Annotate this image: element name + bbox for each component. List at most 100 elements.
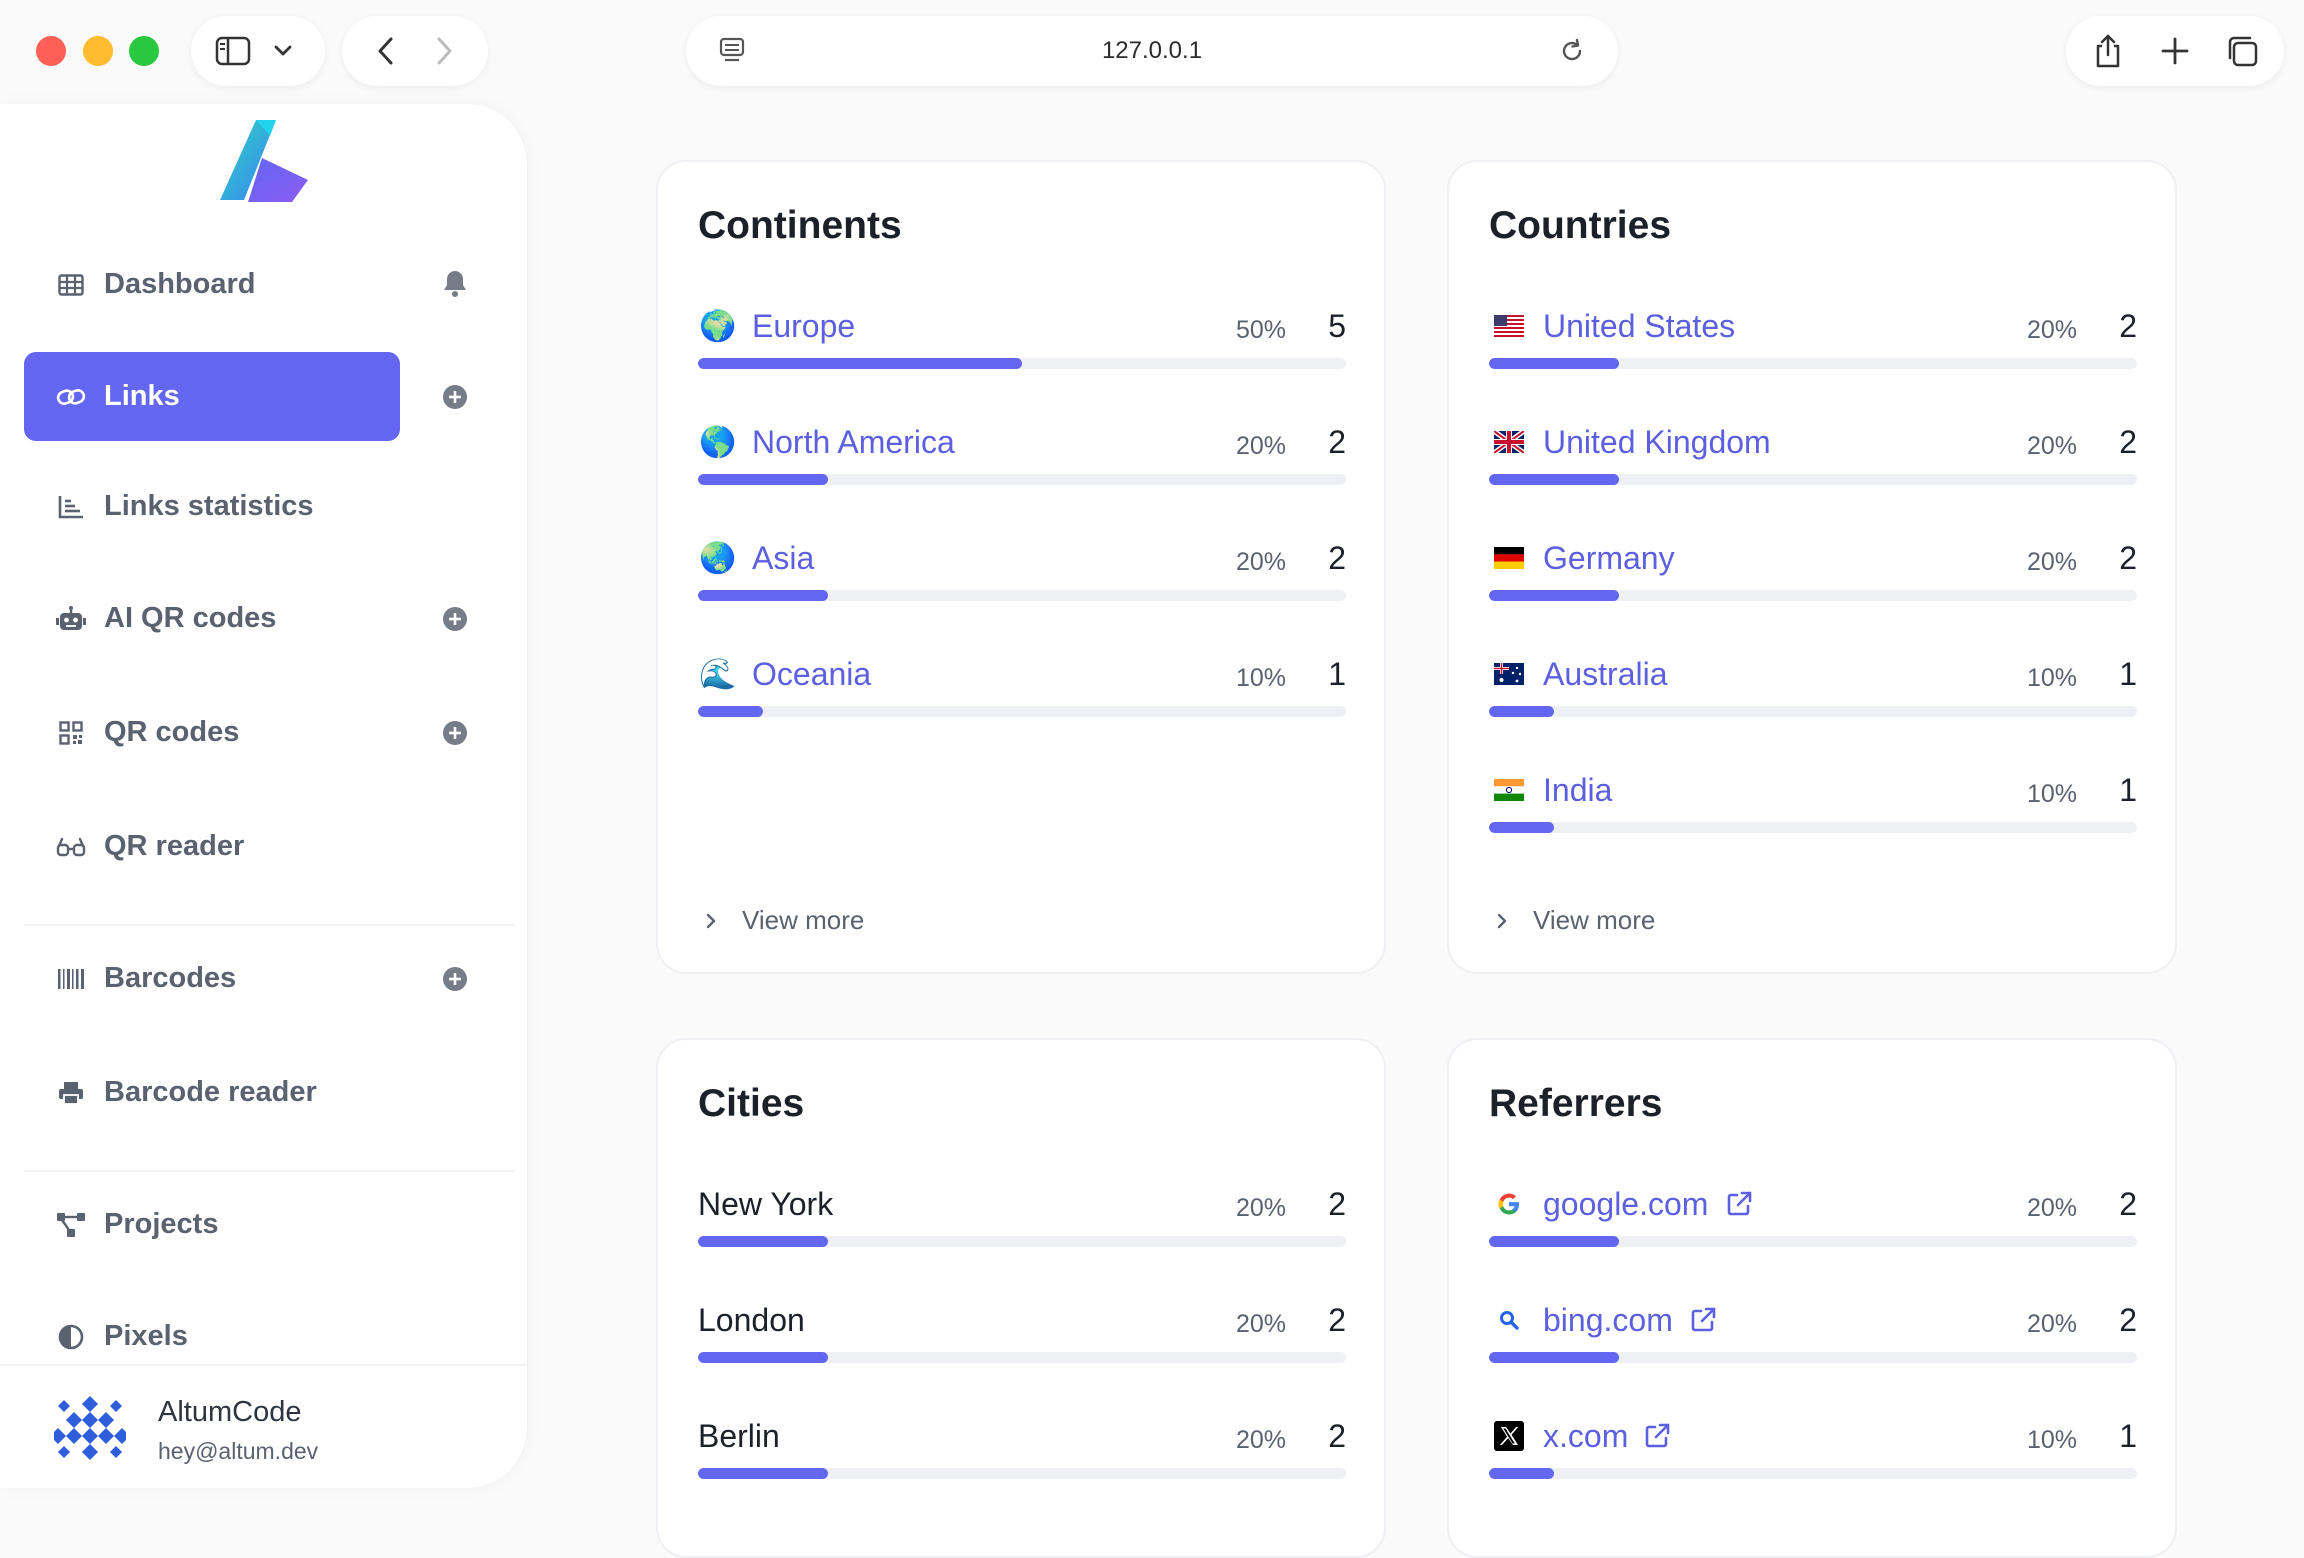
referrer-link[interactable]: bing.com (1543, 1302, 1673, 1338)
row-percentage: 10% (2026, 664, 2077, 692)
continent-link[interactable]: Europe (752, 308, 856, 344)
progress-bar-fill (698, 1468, 828, 1479)
table-icon (56, 270, 86, 300)
chevron-down-icon[interactable] (265, 33, 301, 69)
external-link-icon[interactable] (1689, 1306, 1717, 1334)
reload-icon[interactable] (1554, 33, 1590, 69)
view-more-link[interactable]: View more (702, 905, 864, 936)
country-link[interactable]: Australia (1543, 656, 1668, 692)
user-profile[interactable]: AltumCode hey@altum.dev (0, 1364, 528, 1488)
app-logo[interactable] (216, 118, 312, 204)
progress-bar (1489, 590, 2137, 601)
continent-link[interactable]: North America (752, 424, 955, 460)
sidebar-item-ai-qr-codes[interactable]: AI QR codes (24, 574, 400, 663)
continent-link[interactable]: Oceania (752, 656, 872, 692)
tab-overview-icon[interactable] (2224, 33, 2260, 69)
list-item: 🌍 Europe 50% 5 (698, 306, 1346, 386)
google-icon (1489, 1184, 1529, 1224)
sidebar-item-pixels[interactable]: Pixels (24, 1292, 400, 1381)
sidebar-item-barcodes[interactable]: Barcodes (24, 934, 400, 1023)
progress-bar-fill (1489, 1352, 1619, 1363)
sidebar-item-label: Barcode reader (104, 1076, 317, 1108)
globe-americas-icon: 🌎 (699, 425, 737, 459)
plus-circle-icon[interactable] (440, 604, 470, 634)
url-text: 127.0.0.1 (1101, 37, 1203, 64)
progress-bar-fill (1489, 822, 1554, 833)
sidebar-toggle-icon[interactable] (215, 33, 251, 69)
card-title: Countries (1489, 204, 1672, 247)
sidebar-item-projects[interactable]: Projects (24, 1180, 400, 1269)
city-name: New York (698, 1186, 834, 1222)
progress-bar (1489, 822, 2137, 833)
countries-card: Countries United States 20% 2 United Kin… (1447, 160, 2177, 974)
sidebar-item-links-statistics[interactable]: Links statistics (24, 462, 400, 551)
forward-arrow-icon[interactable] (426, 33, 462, 69)
continent-link[interactable]: Asia (752, 540, 815, 576)
printer-icon (56, 1078, 86, 1108)
sidebar-divider (24, 1170, 514, 1172)
plus-circle-icon[interactable] (440, 382, 470, 412)
chevron-right-icon (1497, 913, 1507, 928)
maximize-window-button[interactable] (129, 36, 159, 66)
sidebar-item-barcode-reader[interactable]: Barcode reader (24, 1048, 400, 1137)
row-percentage: 50% (1235, 316, 1286, 344)
browser-actions-group (2066, 16, 2284, 86)
row-count: 2 (1328, 540, 1346, 576)
progress-bar-fill (698, 358, 1022, 369)
sidebar: Dashboard Links Links statistics AI QR c… (0, 104, 528, 1488)
robot-icon (56, 604, 86, 634)
history-nav-group (342, 16, 488, 86)
plus-circle-icon[interactable] (440, 718, 470, 748)
share-icon[interactable] (2090, 33, 2126, 69)
user-email: hey@altum.dev (158, 1438, 319, 1464)
list-item: 🌏 Asia 20% 2 (698, 538, 1346, 618)
view-more-link[interactable]: View more (1493, 905, 1655, 936)
globe-europe-icon: 🌍 (699, 309, 737, 343)
progress-bar-fill (698, 1236, 828, 1247)
link-icon (56, 382, 86, 412)
chart-icon (56, 492, 86, 522)
list-item: New York 20% 2 (698, 1184, 1346, 1264)
sidebar-item-qr-codes[interactable]: QR codes (24, 688, 400, 777)
progress-bar-fill (698, 590, 828, 601)
progress-bar-fill (1489, 590, 1619, 601)
sidebar-item-label: Links (104, 380, 180, 412)
row-count: 2 (2119, 540, 2137, 576)
bell-icon[interactable] (440, 268, 470, 298)
progress-bar-fill (698, 1352, 828, 1363)
sidebar-item-label: Pixels (104, 1320, 188, 1352)
sidebar-item-label: Links statistics (104, 490, 314, 522)
list-item: 🌊 Oceania 10% 1 (698, 654, 1346, 734)
row-count: 2 (2119, 1186, 2137, 1222)
view-more-label: View more (742, 905, 865, 935)
address-bar[interactable]: 127.0.0.1 (686, 16, 1618, 86)
progress-bar (698, 358, 1346, 369)
external-link-icon[interactable] (1643, 1422, 1671, 1450)
new-tab-icon[interactable] (2157, 33, 2193, 69)
row-percentage: 20% (1235, 1310, 1286, 1338)
sidebar-item-qr-reader[interactable]: QR reader (24, 802, 400, 891)
country-link[interactable]: Germany (1543, 540, 1675, 576)
progress-bar-fill (698, 706, 763, 717)
sidebar-item-links[interactable]: Links (24, 352, 400, 441)
country-link[interactable]: United States (1543, 308, 1736, 344)
external-link-icon[interactable] (1725, 1190, 1753, 1218)
list-item: x.com 10% 1 (1489, 1416, 2137, 1496)
progress-bar (698, 474, 1346, 485)
country-link[interactable]: India (1543, 772, 1613, 808)
browser-chrome: 127.0.0.1 (0, 0, 2304, 104)
referrer-link[interactable]: x.com (1543, 1418, 1629, 1454)
back-arrow-icon[interactable] (368, 33, 404, 69)
minimize-window-button[interactable] (83, 36, 113, 66)
progress-bar-fill (1489, 1468, 1554, 1479)
list-item: bing.com 20% 2 (1489, 1300, 2137, 1380)
row-count: 1 (2119, 1418, 2137, 1454)
progress-bar (698, 590, 1346, 601)
page-settings-icon[interactable] (714, 33, 750, 69)
sidebar-item-label: QR reader (104, 830, 245, 862)
close-window-button[interactable] (36, 36, 66, 66)
plus-circle-icon[interactable] (440, 964, 470, 994)
sidebar-item-dashboard[interactable]: Dashboard (24, 240, 400, 329)
country-link[interactable]: United Kingdom (1543, 424, 1771, 460)
referrer-link[interactable]: google.com (1543, 1186, 1709, 1222)
